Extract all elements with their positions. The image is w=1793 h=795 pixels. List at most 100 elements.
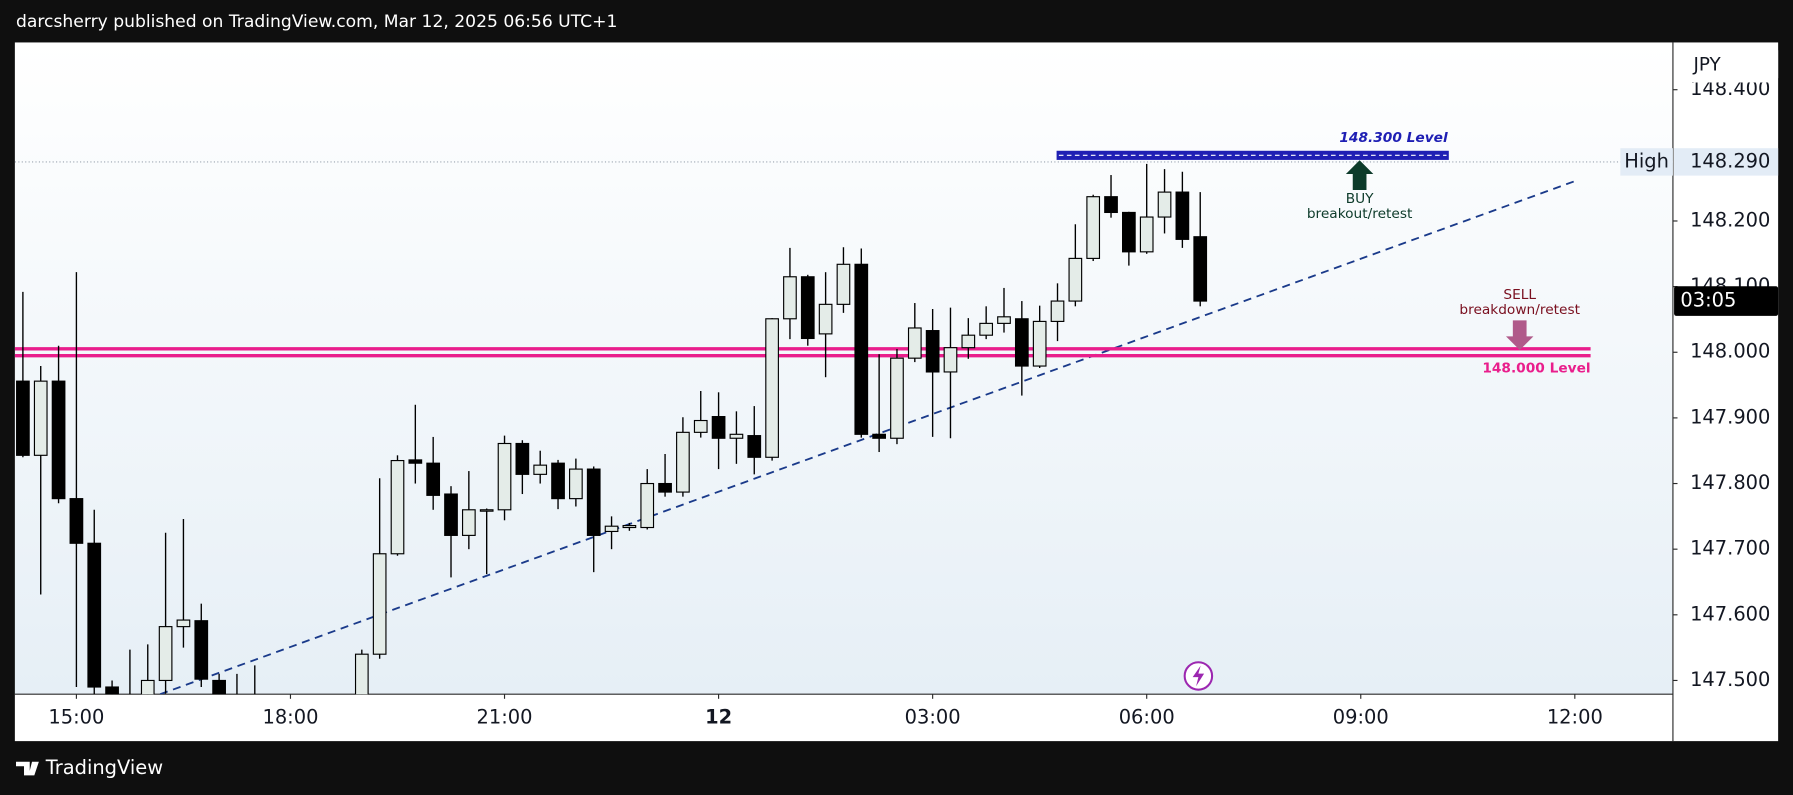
sell-arrow <box>1505 320 1534 351</box>
candle-body <box>194 620 209 680</box>
candle-body <box>640 482 655 529</box>
candle-body <box>69 498 84 544</box>
y-tick-label: 148.000 <box>1690 340 1770 363</box>
candle-body <box>444 493 458 536</box>
candle-body <box>533 464 548 475</box>
x-tick-label: 18:00 <box>262 706 318 729</box>
candle-body <box>372 553 387 655</box>
candle-body <box>658 482 672 493</box>
countdown-label: 03:05 <box>1680 289 1736 312</box>
candle-body <box>1104 196 1118 214</box>
candle-body <box>390 459 405 555</box>
trendline <box>159 179 1577 695</box>
candle-body <box>997 316 1011 324</box>
candle-body <box>711 416 726 439</box>
candle-body <box>1068 257 1083 302</box>
candle-body <box>747 435 762 458</box>
candle-body <box>176 619 191 628</box>
candle-body <box>961 334 976 349</box>
candle-body <box>765 318 779 458</box>
logo: TradingView <box>16 756 163 779</box>
candle-body <box>551 462 565 500</box>
candle-body <box>1086 196 1101 259</box>
candle-body <box>586 468 601 536</box>
footer-text: TradingView <box>45 756 163 779</box>
signal-label: BUY <box>1346 191 1374 207</box>
y-tick-label: 148.200 <box>1690 208 1770 231</box>
currency-label: JPY <box>1693 54 1722 75</box>
candle-body <box>818 303 833 335</box>
candle-body <box>1014 318 1029 367</box>
candle-body <box>408 459 423 464</box>
candle-body <box>783 276 797 320</box>
y-tick-label: 147.900 <box>1690 405 1770 428</box>
candle-body <box>890 357 904 439</box>
candle-body <box>1032 320 1047 367</box>
candle-body <box>51 380 66 500</box>
level-label: 148.300 Level <box>1339 130 1448 146</box>
y-tick-label: 147.800 <box>1690 471 1770 494</box>
candle-body <box>1122 211 1136 253</box>
buy-arrow <box>1345 160 1374 190</box>
level-label: 148.000 Level <box>1482 360 1590 376</box>
y-tick-label: 148.400 <box>1690 77 1770 100</box>
candle-body <box>461 509 476 536</box>
candle-body <box>354 653 369 695</box>
candle-body <box>515 442 530 475</box>
countdown-box <box>1674 286 1779 316</box>
candle-body <box>693 419 708 433</box>
alert-bolt <box>1192 665 1205 687</box>
candle-body <box>729 433 744 439</box>
high-value-label: 148.290 <box>1690 149 1770 172</box>
x-tick-label: 12:00 <box>1547 706 1603 729</box>
high-label-box <box>1620 148 1673 176</box>
candle-body <box>836 263 851 305</box>
candle-body <box>907 327 922 359</box>
currency-box <box>1680 45 1779 83</box>
price-axis <box>1672 42 1779 742</box>
overlay: 147.500 147.600 147.700 147.800 147.900 148.0… <box>48 45 1779 729</box>
candle-body <box>1175 191 1190 240</box>
candle-body <box>1050 300 1065 322</box>
signal-text: breakout/retest <box>1307 206 1413 222</box>
candle-body <box>872 433 886 439</box>
candle-body <box>943 347 958 373</box>
signal-label: SELL <box>1503 287 1536 303</box>
x-tick-label: 09:00 <box>1333 706 1389 729</box>
header-text: darcsherry published on TradingView.com,… <box>16 12 617 32</box>
candle-body <box>497 442 512 511</box>
candle-body <box>569 468 583 500</box>
candle-body <box>426 462 441 496</box>
high-label: High <box>1624 149 1669 172</box>
plot <box>14 150 1673 695</box>
y-tick-label: 147.600 <box>1690 602 1770 625</box>
candle-body <box>105 686 119 695</box>
high-value-box <box>1674 148 1779 176</box>
candle-body <box>925 330 940 373</box>
candle-body <box>33 380 48 456</box>
x-tick-label: 03:00 <box>905 706 961 729</box>
candle-body <box>604 525 619 533</box>
candle-body <box>979 322 994 336</box>
candle-body <box>1193 236 1208 302</box>
candle-body <box>158 626 173 682</box>
candle-body <box>140 679 155 695</box>
time-axis <box>14 694 1673 742</box>
candle-body <box>1157 191 1172 218</box>
y-tick-label: 147.700 <box>1690 537 1770 560</box>
candle-body <box>1139 216 1154 253</box>
candle-body <box>16 380 30 456</box>
candle-body <box>622 524 637 529</box>
x-tick-label: 15:00 <box>48 706 104 729</box>
x-tick-label: 12 <box>705 706 732 729</box>
candle-body <box>479 509 494 512</box>
signal-text: breakdown/retest <box>1459 302 1580 318</box>
candle-body <box>212 679 226 695</box>
candle-body <box>800 276 815 340</box>
candle-body <box>676 431 690 493</box>
candle-body <box>87 542 102 688</box>
x-tick-label: 21:00 <box>477 706 533 729</box>
logo-mark <box>16 761 39 776</box>
